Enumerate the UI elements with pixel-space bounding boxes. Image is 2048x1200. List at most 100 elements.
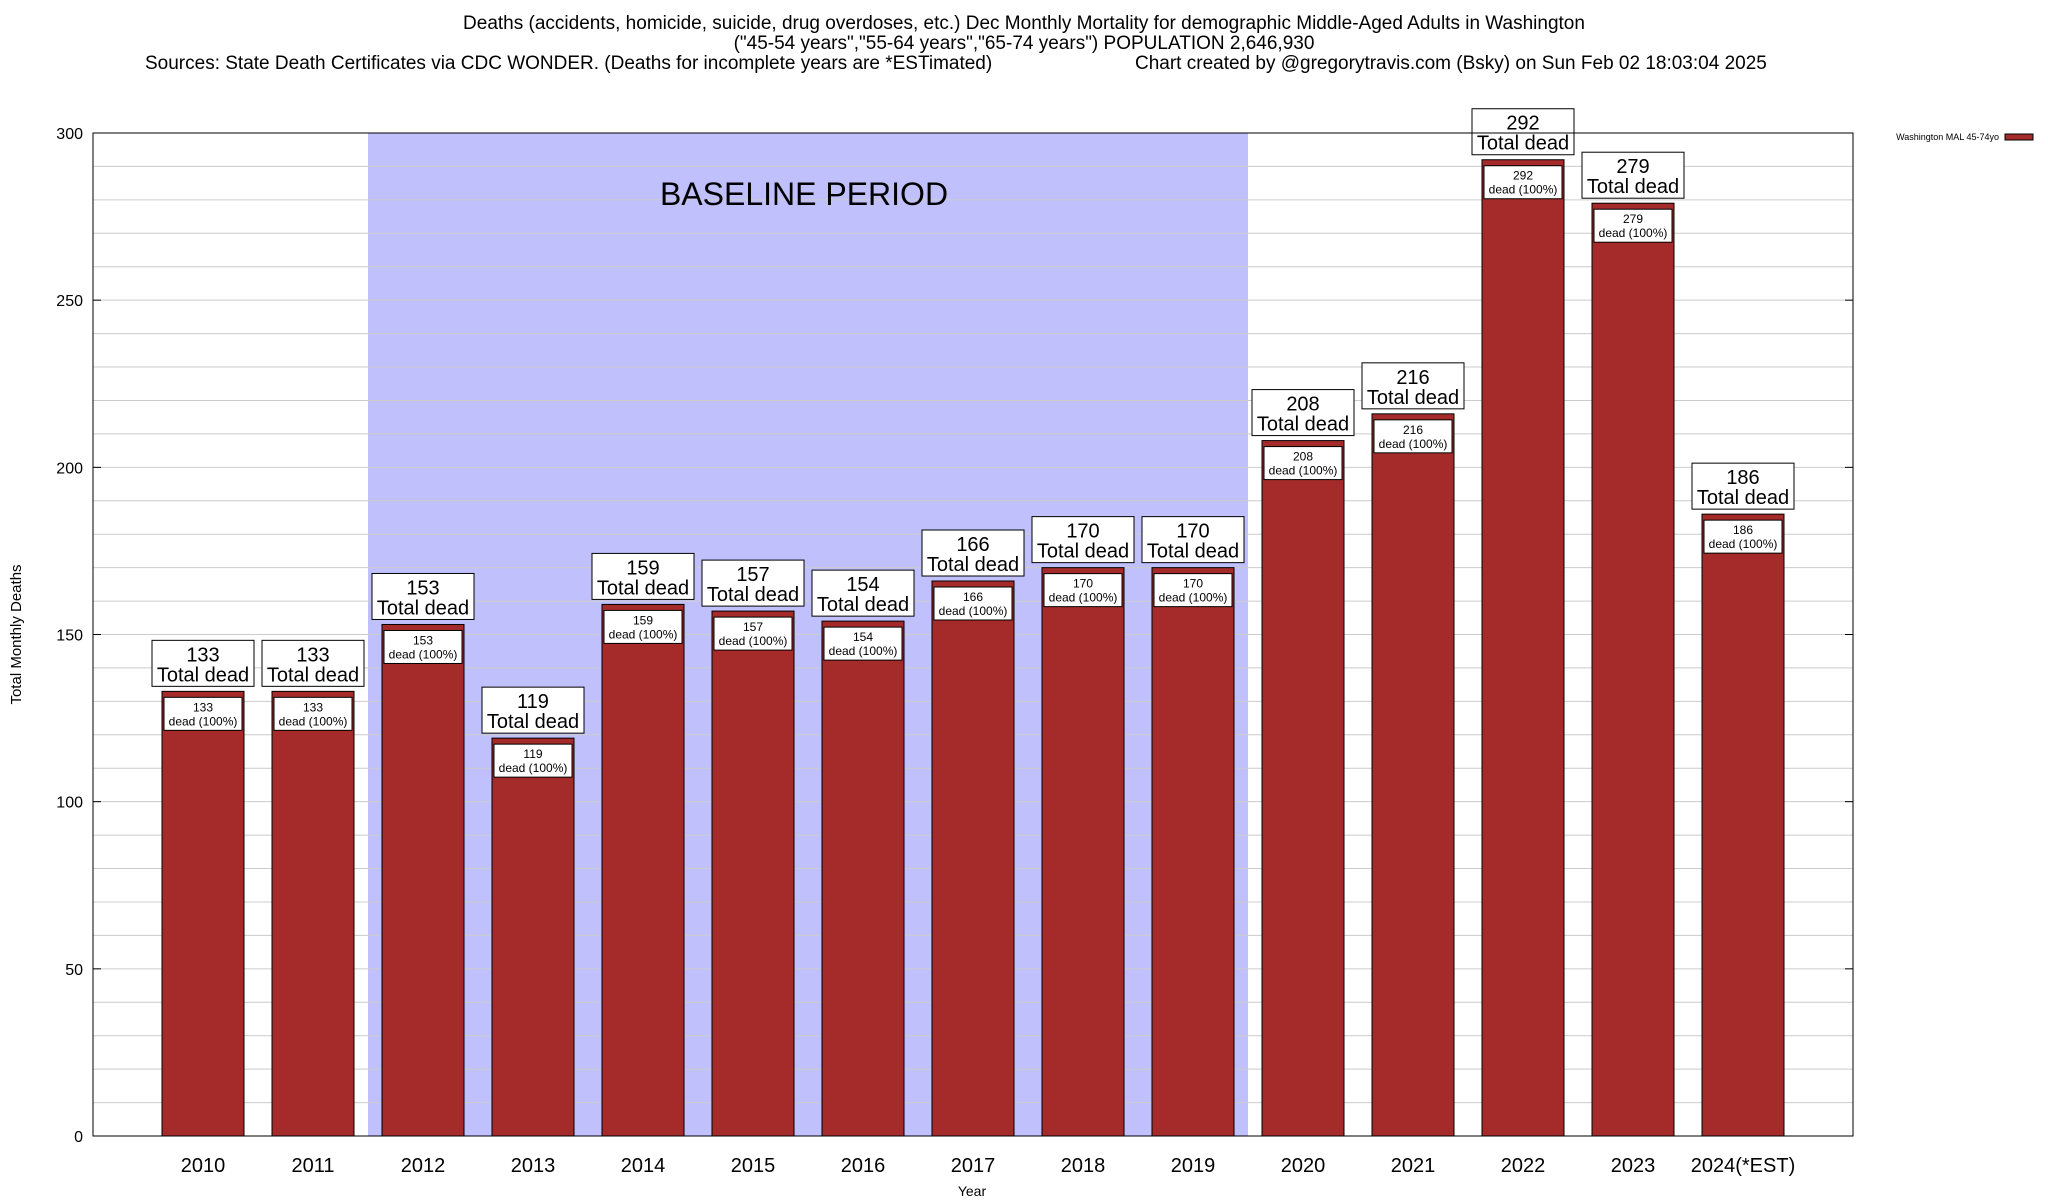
inner-label-box <box>1263 446 1343 481</box>
inner-value-label: 154 <box>853 630 873 644</box>
plot-frame <box>92 132 1854 1137</box>
x-tick-label: 2015 <box>731 1155 776 1177</box>
bar-2013 <box>491 737 575 1137</box>
data-label: 186 <box>1726 467 1759 489</box>
x-tick-label: 2021 <box>1391 1155 1436 1177</box>
data-label: 154 <box>846 574 879 596</box>
chart-title-line-1: Deaths (accidents, homicide, suicide, dr… <box>463 13 1585 34</box>
inner-percent-label: dead (100%) <box>1489 183 1558 197</box>
total-dead-label: Total dead <box>267 664 359 686</box>
inner-label-box <box>273 696 353 731</box>
total-label-box <box>1141 516 1245 564</box>
bar-2012 <box>381 623 465 1137</box>
inner-percent-label: dead (100%) <box>939 604 1008 618</box>
inner-value-label: 119 <box>523 747 542 761</box>
total-dead-label: Total dead <box>1257 414 1349 436</box>
data-label: 153 <box>406 577 439 599</box>
inner-value-label: 133 <box>303 700 323 714</box>
inner-percent-label: dead (100%) <box>499 761 568 775</box>
total-dead-label: Total dead <box>1477 133 1569 155</box>
total-dead-label: Total dead <box>817 594 909 616</box>
y-tick-label: 250 <box>56 293 83 310</box>
data-label: 170 <box>1176 521 1209 543</box>
inner-label-box <box>1483 165 1563 200</box>
total-dead-label: Total dead <box>1587 176 1679 198</box>
x-tick-label: 2020 <box>1281 1155 1326 1177</box>
y-tick-label: 300 <box>56 126 83 143</box>
bar-2014 <box>601 603 685 1137</box>
x-tick-label: 2023 <box>1611 1155 1656 1177</box>
inner-value-label: 170 <box>1073 577 1093 591</box>
bar-2021 <box>1371 413 1455 1137</box>
inner-label-box <box>1593 208 1673 243</box>
total-label-box <box>261 639 365 687</box>
x-axis-label: Year <box>958 1183 987 1199</box>
inner-percent-label: dead (100%) <box>1269 464 1338 478</box>
chart-title-line-2: ("45-54 years","55-64 years","65-74 year… <box>733 33 1315 54</box>
inner-value-label: 292 <box>1513 169 1533 183</box>
inner-label-box <box>603 609 683 644</box>
inner-percent-label: dead (100%) <box>719 634 788 648</box>
y-tick-label: 100 <box>56 795 83 812</box>
bar-2011 <box>271 690 355 1137</box>
inner-percent-label: dead (100%) <box>1049 591 1118 605</box>
total-label-box <box>151 639 255 687</box>
bar-2023 <box>1591 202 1675 1137</box>
data-label: 170 <box>1066 521 1099 543</box>
inner-value-label: 166 <box>963 590 983 604</box>
data-label: 279 <box>1616 156 1649 178</box>
bar-2010 <box>161 690 245 1137</box>
x-tick-label: 2019 <box>1171 1155 1216 1177</box>
x-tick-label: 2022 <box>1501 1155 1546 1177</box>
total-label-box <box>1361 362 1465 410</box>
y-tick-label: 200 <box>56 460 83 477</box>
bar-2017 <box>931 580 1015 1137</box>
inner-value-label: 208 <box>1293 450 1313 464</box>
x-tick-label: 2012 <box>401 1155 446 1177</box>
chart-credit: Chart created by @gregorytravis.com (Bsk… <box>1135 53 1767 74</box>
x-tick-label: 2013 <box>511 1155 556 1177</box>
inner-percent-label: dead (100%) <box>1379 437 1448 451</box>
inner-percent-label: dead (100%) <box>1709 537 1778 551</box>
total-label-box <box>481 686 585 734</box>
total-dead-label: Total dead <box>927 554 1019 576</box>
inner-value-label: 216 <box>1403 423 1423 437</box>
data-label: 133 <box>186 644 219 666</box>
total-label-box <box>1031 516 1135 564</box>
total-dead-label: Total dead <box>707 584 799 606</box>
inner-value-label: 279 <box>1623 212 1643 226</box>
inner-value-label: 170 <box>1183 577 1203 591</box>
inner-value-label: 159 <box>633 613 653 627</box>
bar-2018 <box>1041 567 1125 1137</box>
total-dead-label: Total dead <box>1037 541 1129 563</box>
total-dead-label: Total dead <box>487 711 579 733</box>
inner-percent-label: dead (100%) <box>279 714 348 728</box>
inner-label-box <box>383 629 463 664</box>
data-label: 292 <box>1506 113 1539 135</box>
y-axis-label: Total Monthly Deaths <box>8 564 25 704</box>
inner-label-box <box>493 743 573 778</box>
inner-percent-label: dead (100%) <box>1599 226 1668 240</box>
total-dead-label: Total dead <box>377 597 469 619</box>
data-label: 159 <box>626 557 659 579</box>
bar-2016 <box>821 620 905 1137</box>
inner-percent-label: dead (100%) <box>169 714 238 728</box>
y-tick-label: 0 <box>74 1129 83 1146</box>
data-label: 166 <box>956 534 989 556</box>
total-label-box <box>371 572 475 620</box>
total-dead-label: Total dead <box>597 577 689 599</box>
bar-2020 <box>1261 440 1345 1137</box>
total-label-box <box>1691 462 1795 510</box>
bar-2024(*EST) <box>1701 513 1785 1137</box>
total-label-box <box>921 529 1025 577</box>
x-tick-label: 2018 <box>1061 1155 1106 1177</box>
data-label: 208 <box>1286 394 1319 416</box>
inner-label-box <box>1043 573 1123 608</box>
total-label-box <box>1251 389 1355 437</box>
bar-2019 <box>1151 567 1235 1137</box>
total-label-box <box>701 559 805 607</box>
legend-swatch <box>2004 133 2034 141</box>
total-label-box <box>811 569 915 617</box>
inner-label-box <box>933 586 1013 621</box>
